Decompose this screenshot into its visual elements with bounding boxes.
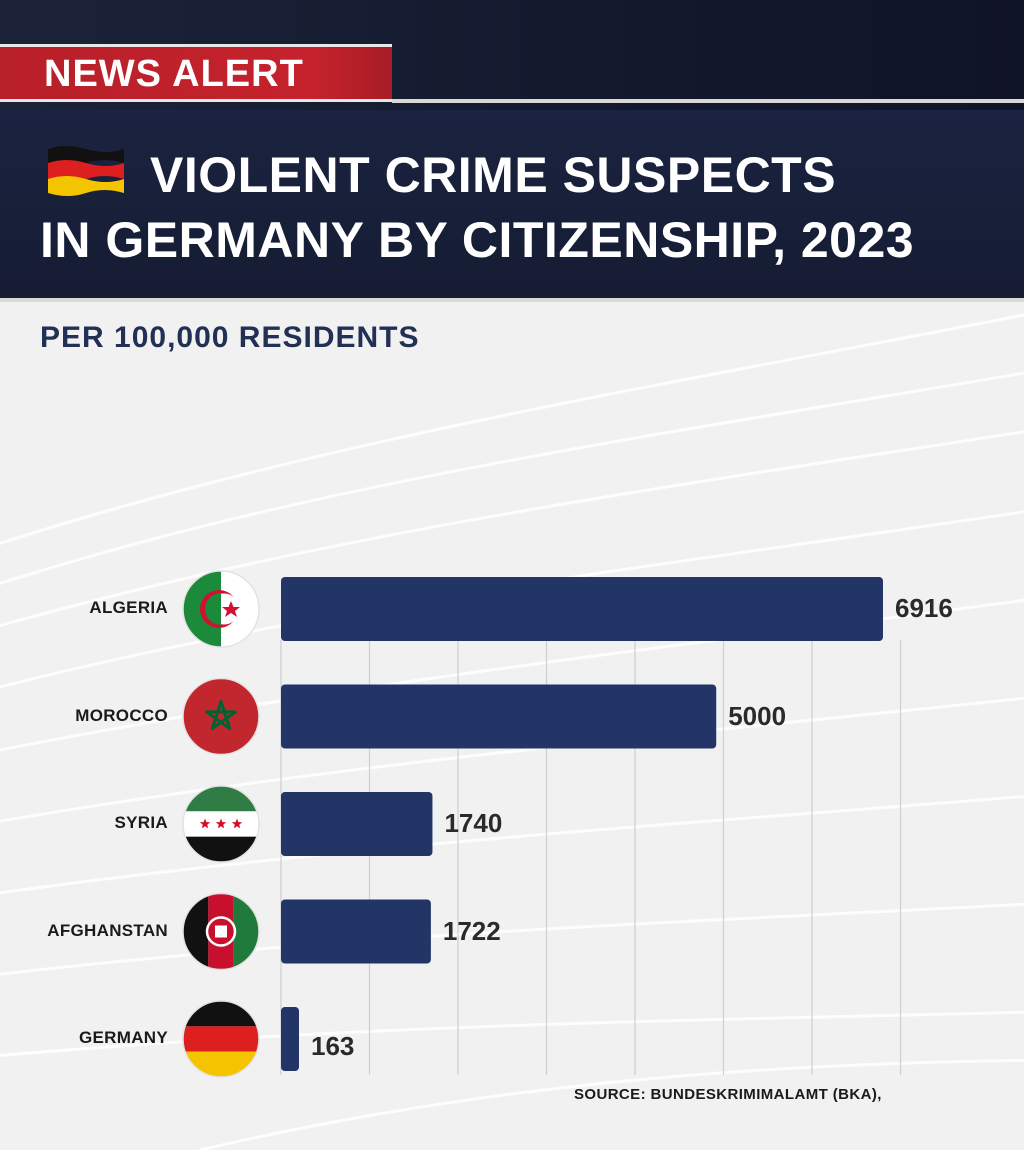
germany-flag-icon [48,146,124,196]
alert-divider [392,99,1024,103]
bar-syria [281,792,433,856]
category-label: SYRIA [114,813,168,832]
source-note: SOURCE: BUNDESKRIMIMALAMT (BKA), [574,1086,882,1103]
chart-subtitle: PER 100,000 RESIDENTS [40,321,420,354]
title-band [0,110,1024,302]
news-alert-label: NEWS ALERT [44,53,304,95]
category-label: GERMANY [79,1028,168,1047]
chart-title-line1: VIOLENT CRIME SUSPECTS [150,147,837,203]
category-label: MOROCCO [75,705,168,725]
algeria-flag-icon [182,570,260,648]
value-label: 1722 [442,915,501,946]
value-label: 5000 [728,700,787,731]
value-label: 6916 [895,593,953,623]
bar-morocco [281,684,717,749]
morocco-flag-icon [182,677,260,756]
afghanistan-flag-icon [182,892,260,971]
news-alert-banner [0,44,392,102]
value-label: 1740 [444,808,503,838]
syria-flag-icon [182,785,260,863]
germany-flag-icon [182,1000,260,1078]
bar-germany [281,1007,299,1071]
category-label: AFGHANSTAN [47,920,168,940]
category-label: ALGERIA [89,598,168,617]
bar-afghanstan [281,899,431,964]
chart-title-line2: IN GERMANY BY CITIZENSHIP, 2023 [40,212,915,268]
bar-algeria [281,577,883,641]
value-label: 163 [311,1031,355,1061]
